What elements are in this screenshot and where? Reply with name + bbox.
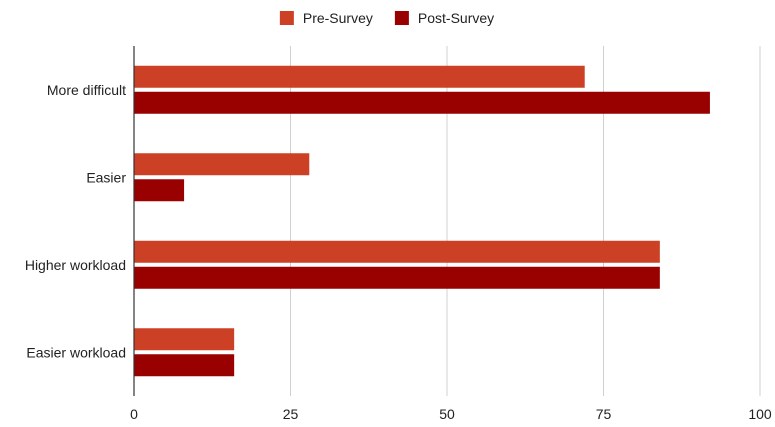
legend-swatch-pre-survey — [279, 11, 294, 25]
bar-post-survey-higher-workload — [134, 266, 660, 289]
category-label-more-difficult: More difficult — [47, 82, 126, 98]
bar-post-survey-more-difficult — [134, 91, 710, 114]
bar-post-survey-easier-workload — [134, 354, 235, 377]
bar-pre-survey-easier — [134, 153, 310, 176]
bar-pre-survey-more-difficult — [134, 65, 585, 88]
x-tick-label-75: 75 — [596, 406, 612, 422]
x-tick-labels: 0 25 50 75 100 — [130, 406, 772, 422]
category-label-higher-workload: Higher workload — [25, 257, 126, 273]
legend-swatch-post-survey — [394, 11, 409, 25]
bars — [134, 65, 710, 377]
category-labels: More difficult Easier Higher workload Easie… — [25, 82, 127, 361]
x-tick-label-0: 0 — [130, 406, 138, 422]
x-tick-label-100: 100 — [748, 406, 772, 422]
legend: Pre-Survey Post-Survey — [279, 10, 494, 26]
bar-pre-survey-easier-workload — [134, 328, 235, 351]
x-tick-label-25: 25 — [283, 406, 299, 422]
x-tick-label-50: 50 — [439, 406, 455, 422]
category-label-easier: Easier — [86, 169, 126, 185]
legend-label-pre-survey: Pre-Survey — [303, 10, 373, 26]
bar-post-survey-easier — [134, 179, 185, 202]
bar-pre-survey-higher-workload — [134, 240, 660, 263]
legend-label-post-survey: Post-Survey — [418, 10, 494, 26]
category-label-easier-workload: Easier workload — [26, 344, 126, 360]
